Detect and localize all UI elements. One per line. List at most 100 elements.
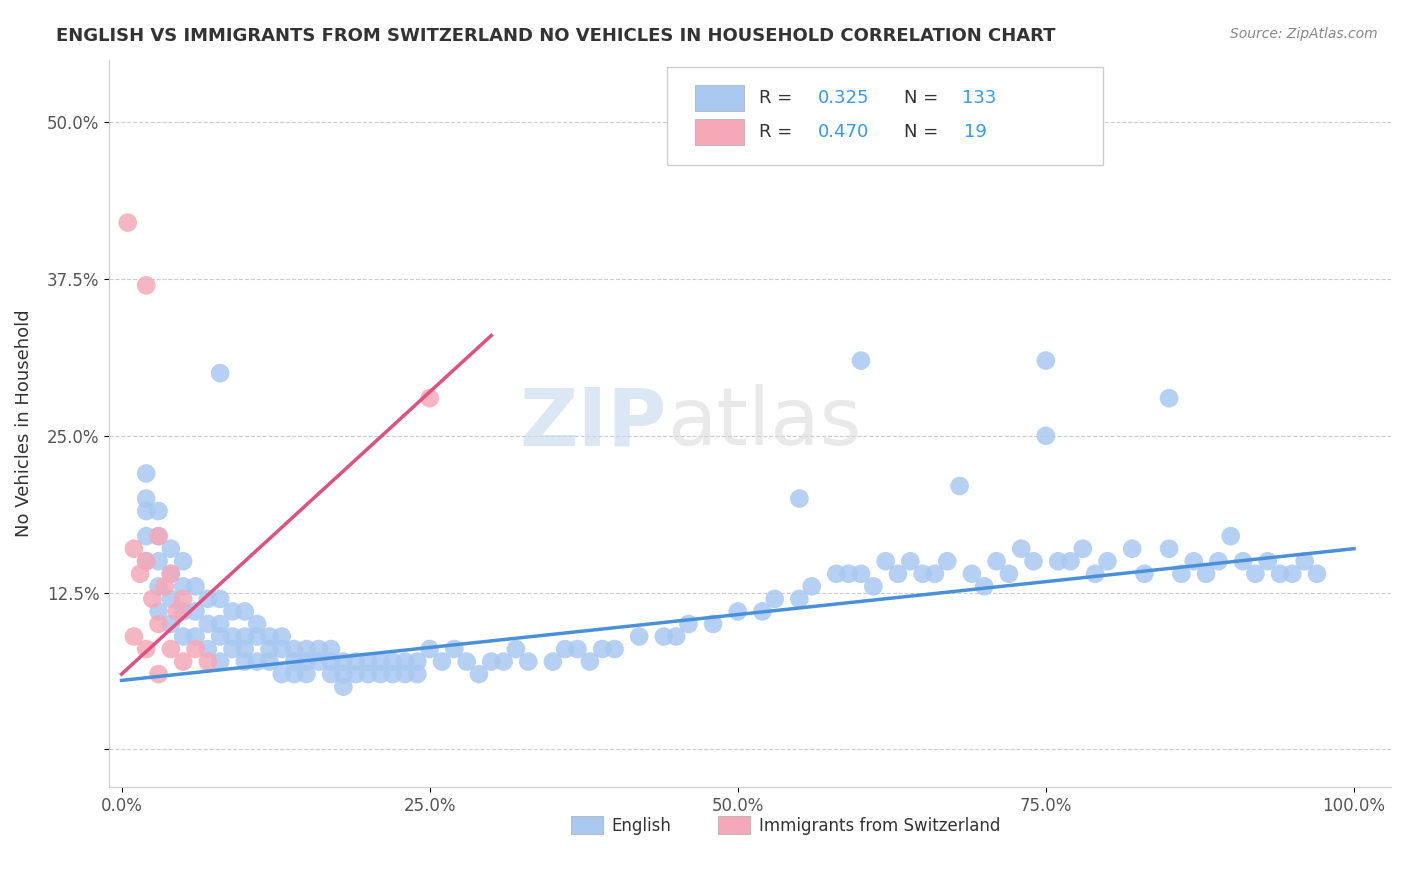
Point — [221, 604, 243, 618]
Point — [1035, 429, 1057, 443]
Point — [233, 655, 256, 669]
Point — [166, 604, 188, 618]
Point — [381, 667, 404, 681]
Point — [148, 529, 170, 543]
Point — [1208, 554, 1230, 568]
Point — [270, 642, 292, 657]
Text: atlas: atlas — [666, 384, 860, 462]
Point — [209, 366, 232, 380]
Point — [160, 566, 183, 581]
Point — [197, 617, 219, 632]
Point — [172, 579, 194, 593]
Point — [1294, 554, 1316, 568]
Point — [370, 667, 392, 681]
Point — [960, 566, 983, 581]
Text: N =: N = — [904, 89, 943, 107]
Point — [148, 554, 170, 568]
Point — [270, 667, 292, 681]
Point — [1195, 566, 1218, 581]
Point — [789, 591, 811, 606]
Point — [1133, 566, 1156, 581]
Point — [652, 630, 675, 644]
Point — [135, 467, 157, 481]
Point — [148, 529, 170, 543]
Point — [492, 655, 515, 669]
Point — [295, 667, 318, 681]
Point — [887, 566, 910, 581]
Point — [1219, 529, 1241, 543]
Point — [246, 655, 269, 669]
Point — [419, 391, 441, 405]
Point — [172, 630, 194, 644]
Point — [308, 655, 330, 669]
Point — [1059, 554, 1081, 568]
Point — [1097, 554, 1119, 568]
Point — [122, 630, 145, 644]
Point — [751, 604, 773, 618]
Point — [849, 566, 872, 581]
Point — [665, 630, 688, 644]
Point — [1071, 541, 1094, 556]
Point — [259, 642, 281, 657]
FancyBboxPatch shape — [695, 120, 744, 145]
Point — [319, 642, 342, 657]
Point — [135, 642, 157, 657]
Point — [1084, 566, 1107, 581]
Point — [295, 655, 318, 669]
Text: 133: 133 — [962, 89, 995, 107]
Point — [184, 630, 207, 644]
Text: ENGLISH VS IMMIGRANTS FROM SWITZERLAND NO VEHICLES IN HOUSEHOLD CORRELATION CHAR: ENGLISH VS IMMIGRANTS FROM SWITZERLAND N… — [56, 27, 1056, 45]
Point — [628, 630, 651, 644]
Point — [308, 642, 330, 657]
Point — [924, 566, 946, 581]
Point — [135, 504, 157, 518]
Point — [579, 655, 602, 669]
Point — [344, 667, 367, 681]
Point — [148, 604, 170, 618]
Point — [172, 554, 194, 568]
FancyBboxPatch shape — [571, 816, 603, 834]
Point — [1182, 554, 1205, 568]
Text: Source: ZipAtlas.com: Source: ZipAtlas.com — [1230, 27, 1378, 41]
Point — [283, 642, 305, 657]
Point — [517, 655, 540, 669]
Point — [221, 630, 243, 644]
Point — [332, 667, 354, 681]
Point — [259, 630, 281, 644]
Point — [246, 630, 269, 644]
Point — [911, 566, 934, 581]
Point — [998, 566, 1021, 581]
Point — [479, 655, 502, 669]
Point — [986, 554, 1008, 568]
Point — [1232, 554, 1254, 568]
Point — [233, 642, 256, 657]
Point — [443, 642, 465, 657]
Point — [419, 642, 441, 657]
Point — [567, 642, 589, 657]
Point — [936, 554, 959, 568]
Point — [505, 642, 527, 657]
Point — [117, 216, 139, 230]
Point — [209, 630, 232, 644]
Point — [1306, 566, 1329, 581]
Point — [344, 655, 367, 669]
Point — [800, 579, 823, 593]
Point — [430, 655, 453, 669]
Point — [763, 591, 786, 606]
Point — [184, 579, 207, 593]
Point — [209, 591, 232, 606]
Point — [160, 642, 183, 657]
Point — [148, 667, 170, 681]
FancyBboxPatch shape — [666, 67, 1102, 165]
Point — [283, 655, 305, 669]
Point — [849, 353, 872, 368]
Point — [1281, 566, 1303, 581]
Point — [862, 579, 884, 593]
Point — [129, 566, 152, 581]
Point — [148, 617, 170, 632]
Y-axis label: No Vehicles in Household: No Vehicles in Household — [15, 310, 32, 537]
Text: 19: 19 — [965, 123, 987, 141]
Point — [122, 541, 145, 556]
Point — [197, 655, 219, 669]
Point — [875, 554, 897, 568]
